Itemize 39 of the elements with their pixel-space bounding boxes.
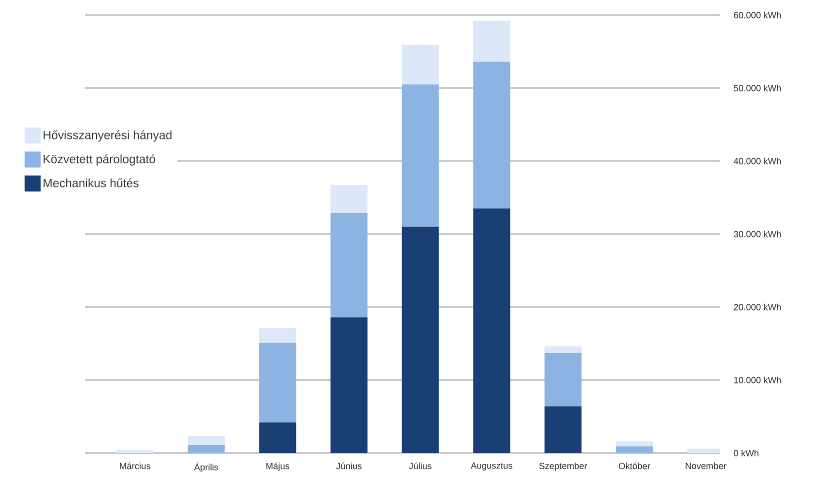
bar <box>473 20 510 62</box>
y-tick-label: 20.000 kWh <box>734 304 781 310</box>
bar <box>330 212 368 318</box>
x-tick-label: Április <box>194 462 218 472</box>
bar <box>473 208 510 453</box>
x-tick-label: Május <box>266 462 290 471</box>
x-tick-label: Július <box>409 462 432 470</box>
y-tick-label: 50.000 kWh <box>734 84 781 92</box>
bar <box>402 226 439 453</box>
bar <box>188 436 225 445</box>
x-tick-label: Március <box>120 462 150 470</box>
x-tick-label: Augusztus <box>470 462 512 471</box>
bar <box>402 84 439 227</box>
legend-label: Közvetett párologtató <box>44 154 156 166</box>
bar <box>544 406 582 453</box>
y-tick-label: 30.000 kWh <box>734 230 781 238</box>
x-tick-label: Október <box>618 462 650 470</box>
bar <box>116 450 154 453</box>
bar <box>188 444 225 453</box>
legend-label: Mechanikus hűtés <box>44 178 139 188</box>
bar <box>616 446 653 453</box>
x-tick-label: November <box>686 462 726 470</box>
bar <box>544 352 582 406</box>
x-tick-label: Szeptember <box>539 462 588 471</box>
bar <box>616 441 653 446</box>
y-tick-label: 60.000 kWh <box>734 12 781 18</box>
bar <box>259 328 296 343</box>
y-tick-label: 10.000 kWh <box>734 376 781 384</box>
bar <box>473 62 510 208</box>
bar <box>330 317 368 453</box>
legend-label: Hővisszanyerési hányad <box>44 130 172 142</box>
bar <box>402 44 439 84</box>
bar <box>259 422 296 453</box>
bar <box>330 185 368 213</box>
x-tick-label: Június <box>336 462 362 470</box>
bar <box>259 342 296 422</box>
y-tick-label: 40.000 kWh <box>734 158 781 164</box>
bar <box>544 346 582 353</box>
y-tick-label: 0 kWh <box>734 450 758 456</box>
